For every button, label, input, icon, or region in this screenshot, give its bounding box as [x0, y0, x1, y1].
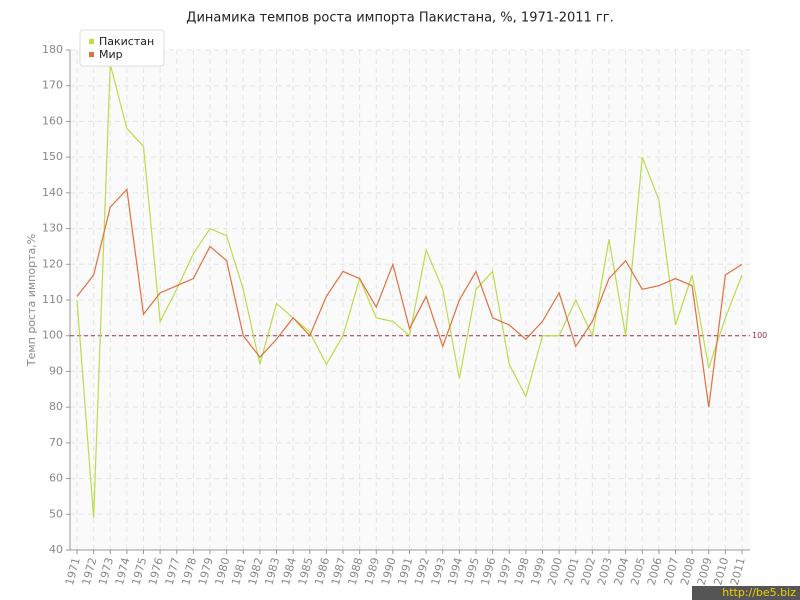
chart-title: Динамика темпов роста импорта Пакистана,… [186, 11, 613, 26]
watermark-bg [692, 586, 800, 600]
reference-label: 100 [752, 331, 767, 340]
legend-label: Пакистан [99, 35, 154, 48]
legend-swatch [89, 52, 94, 57]
y-tick-label: 180 [42, 43, 63, 56]
y-tick-label: 150 [42, 150, 63, 163]
y-tick-label: 140 [42, 186, 63, 199]
y-tick-label: 110 [42, 293, 63, 306]
y-tick-label: 60 [49, 472, 63, 485]
y-tick-label: 130 [42, 222, 63, 235]
y-tick-label: 80 [49, 400, 63, 413]
y-tick-label: 90 [49, 364, 63, 377]
series-line [76, 187, 743, 408]
y-tick-label: 50 [49, 507, 63, 520]
series-line [76, 64, 743, 518]
y-tick-label: 40 [49, 543, 63, 556]
y-tick-label: 160 [42, 114, 63, 127]
y-tick-label: 120 [42, 257, 63, 270]
watermark: http://be5.biz [722, 586, 796, 599]
legend-box [79, 29, 165, 67]
legend-swatch [89, 39, 94, 44]
x-tick-label: 2011 [728, 556, 748, 586]
y-tick-label: 100 [42, 329, 63, 342]
y-tick-label: 170 [42, 79, 63, 92]
legend-label: Мир [99, 48, 123, 61]
y-axis-label: Темп роста импорта,% [25, 234, 38, 367]
y-tick-label: 70 [49, 436, 63, 449]
